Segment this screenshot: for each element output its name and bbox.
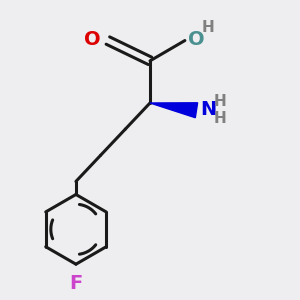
Text: H: H [213,94,226,109]
Text: O: O [188,30,204,49]
Text: F: F [69,274,82,293]
Text: N: N [200,100,216,118]
Text: O: O [84,30,101,49]
Text: H: H [202,20,214,35]
Polygon shape [150,103,198,118]
Text: H: H [213,112,226,127]
